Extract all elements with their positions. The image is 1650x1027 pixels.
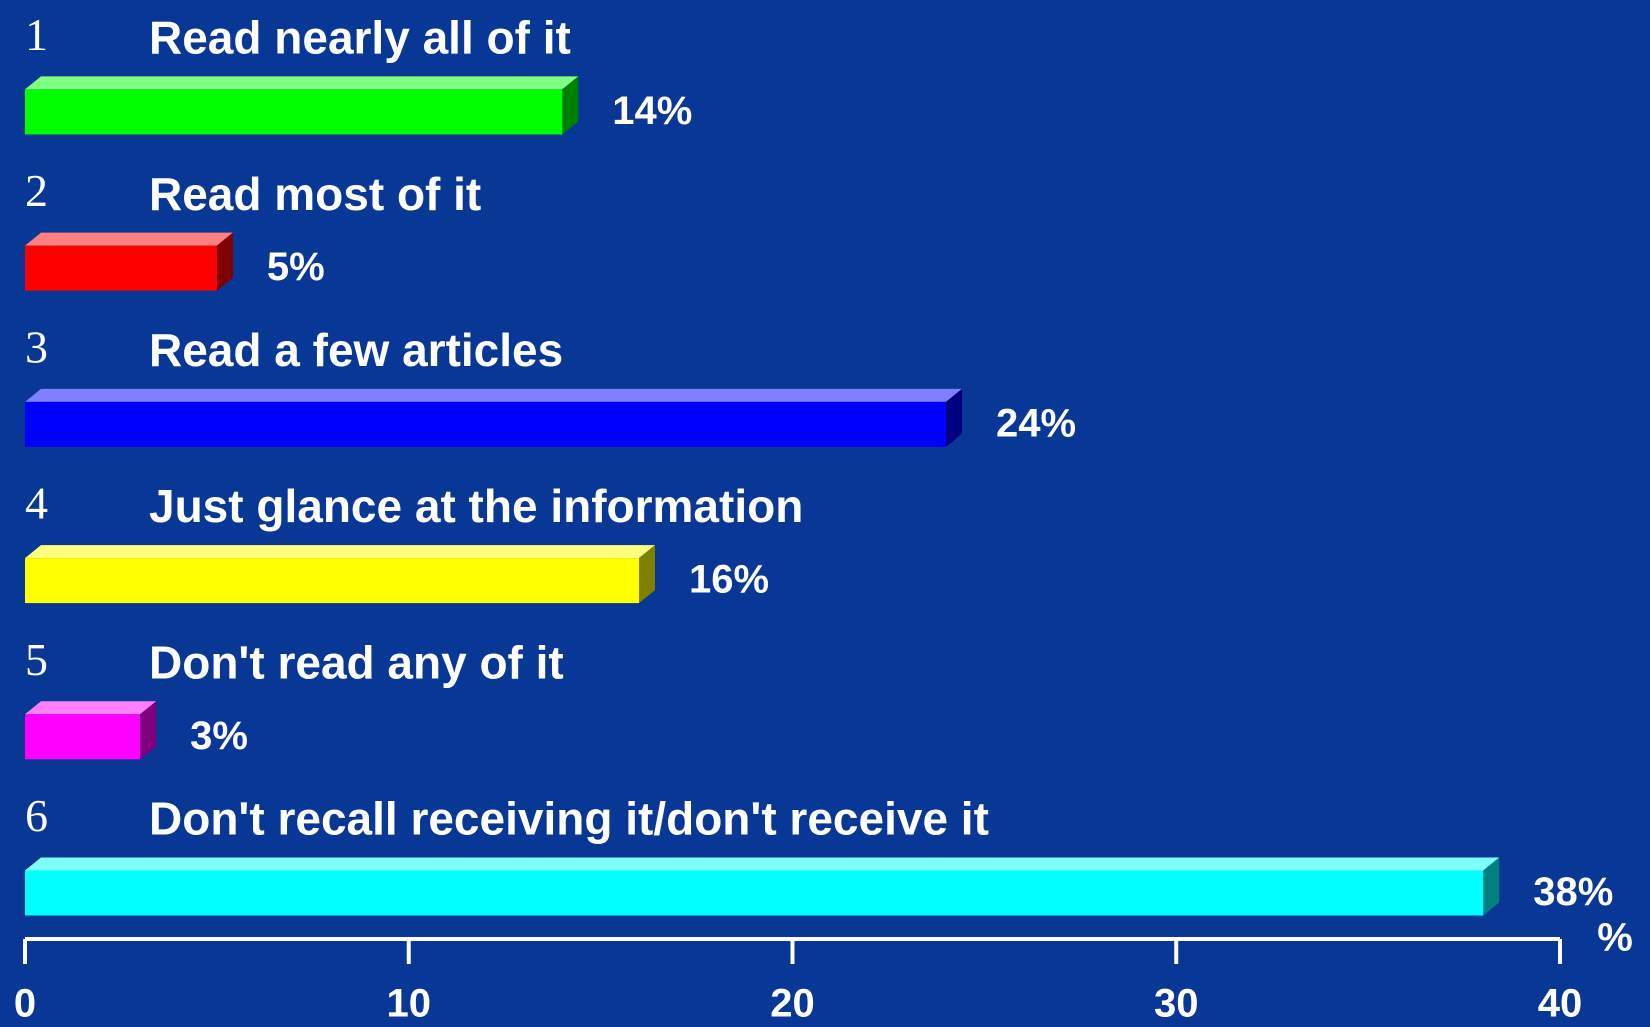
bar-top [25,857,1500,871]
bar-side [562,76,579,135]
bar-side [946,388,962,447]
x-tick-label: 30 [1154,982,1199,1026]
bar-top [25,388,962,402]
x-tick-label: 20 [770,982,815,1026]
category-number: 3 [25,321,48,372]
x-tick-label: 10 [387,982,432,1026]
bar-side [140,701,157,760]
category-label: Read nearly all of it [149,12,571,64]
value-label: 14% [612,89,692,133]
value-label: 38% [1533,870,1613,914]
category-label: Don't read any of it [149,636,564,688]
x-tick-label: 40 [1538,982,1583,1026]
category-number: 5 [25,634,48,685]
category-label: Don't recall receiving it/don't receive … [149,793,989,845]
bar-top [25,76,579,90]
x-axis-label: % [1597,916,1633,960]
category-number: 4 [25,478,48,529]
category-label: Read a few articles [149,324,563,376]
bar [25,89,563,135]
bar-side [216,232,233,291]
bar-top [25,232,233,246]
bar-top [25,701,157,715]
category-label: Read most of it [149,168,481,220]
bar-side [1483,857,1500,916]
bar [25,245,217,291]
bar-top [25,545,655,559]
bar-side [639,545,655,604]
value-label: 16% [689,558,769,602]
value-label: 3% [190,714,248,758]
bar [25,870,1484,916]
value-label: 24% [996,401,1076,445]
x-tick-label: 0 [14,982,36,1026]
category-number: 1 [25,9,48,60]
bar [25,714,141,760]
bar [25,401,946,447]
bar [25,558,639,604]
category-number: 6 [25,790,48,841]
value-label: 5% [267,245,325,289]
category-label: Just glance at the information [149,480,803,532]
category-number: 2 [25,165,48,216]
